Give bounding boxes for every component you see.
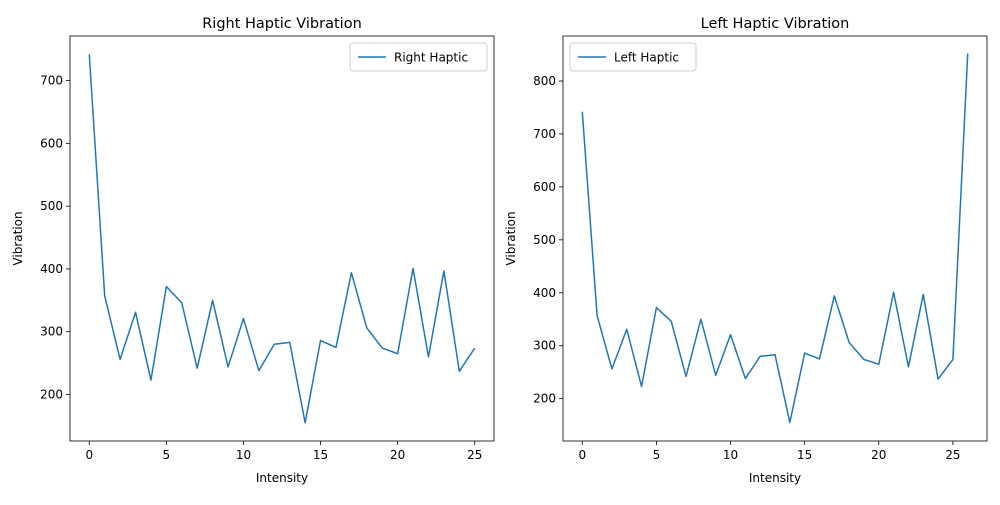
x-tick-label: 25 [945, 448, 960, 462]
series-line-1 [581, 53, 969, 424]
legend-box [569, 42, 697, 72]
y-tick-label: 300 [40, 325, 63, 339]
x-tick-label: 10 [723, 448, 738, 462]
y-tick-label: 300 [533, 339, 556, 353]
x-tick-label: 15 [313, 448, 328, 462]
x-tick-label: 15 [797, 448, 812, 462]
y-tick-label: 600 [533, 180, 556, 194]
plot-frame [69, 35, 495, 442]
x-tick-label: 0 [85, 448, 93, 462]
chart-title: Left Haptic Vibration [701, 16, 850, 32]
subplot-2: Left Haptic Vibration 0 5 10 15 20 25 200 300 400… [504, 16, 988, 485]
x-tick-label: 10 [236, 448, 251, 462]
legend: Left Haptic [569, 42, 697, 72]
x-axis-label: Intensity [256, 471, 308, 485]
y-axis-label: Vibration [504, 211, 518, 265]
subplot-1: Right Haptic Vibration 0 5 10 15 20 25 200 300 40… [11, 16, 495, 485]
legend-label: Left Haptic [614, 51, 679, 65]
y-axis-label: Vibration [11, 211, 25, 265]
x-tick-label: 20 [390, 448, 405, 462]
y-tick-label: 500 [533, 233, 556, 247]
x-axis-label: Intensity [749, 471, 801, 485]
y-tick-label: 800 [533, 74, 556, 88]
legend-box [349, 42, 488, 72]
chart-title: Right Haptic Vibration [202, 16, 362, 32]
y-tick-label: 200 [533, 392, 556, 406]
x-tick-label: 5 [653, 448, 661, 462]
y-tick-label: 200 [40, 388, 63, 402]
y-tick-label: 400 [533, 286, 556, 300]
legend: Right Haptic [349, 42, 488, 72]
y-tick-label: 700 [40, 74, 63, 88]
y-tick-label: 700 [533, 127, 556, 141]
y-tick-label: 500 [40, 199, 63, 213]
legend-label: Right Haptic [394, 51, 468, 65]
plot-frame [562, 35, 988, 442]
y-tick-label: 600 [40, 136, 63, 150]
series-line-1 [88, 54, 476, 424]
y-tick-label: 400 [40, 262, 63, 276]
x-tick-label: 25 [467, 448, 482, 462]
x-tick-label: 5 [163, 448, 171, 462]
x-tick-label: 0 [578, 448, 586, 462]
x-tick-label: 20 [871, 448, 886, 462]
